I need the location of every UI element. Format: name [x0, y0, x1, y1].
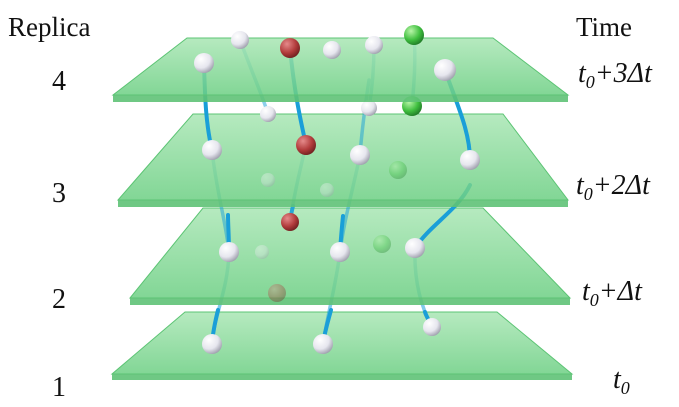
time-label-4-sub: 0 [585, 72, 595, 92]
particles-replica-2 [219, 213, 425, 262]
particles-ghost-3 [261, 161, 407, 197]
replica-number-1: 1 [52, 372, 66, 403]
time-label-3: t0+2Δt [576, 170, 650, 204]
time-label-2-suffix: +Δt [598, 276, 642, 307]
time-label-1-base: t [613, 364, 621, 395]
replica-number-2: 2 [52, 284, 66, 315]
particles-ghost-2 [255, 235, 391, 302]
replica-plane-4 [111, 37, 570, 102]
replica-number-4: 4 [52, 66, 66, 97]
replica-plane-1 [110, 311, 574, 380]
time-label-4: t0+3Δt [578, 58, 652, 92]
time-label-3-sub: 0 [583, 184, 593, 204]
time-label-4-base: t [578, 58, 586, 89]
replica-header: Replica [8, 12, 91, 42]
replica-plane-3 [116, 113, 570, 207]
time-header: Time [576, 12, 633, 42]
replica-number-3: 3 [52, 178, 66, 209]
particles-replica-1 [202, 318, 441, 354]
time-label-2-base: t [582, 276, 590, 307]
time-label-2-sub: 0 [589, 290, 599, 310]
particles-replica-3 [202, 96, 480, 170]
replica-plane-2 [128, 207, 572, 305]
time-label-2: t0+Δt [582, 276, 642, 310]
time-label-3-suffix: +2Δt [592, 170, 650, 201]
time-label-1-sub: 0 [620, 378, 630, 398]
time-label-1: t0 [613, 364, 630, 398]
time-label-3-base: t [576, 170, 584, 201]
time-label-4-suffix: +3Δt [594, 58, 652, 89]
particles-replica-4 [194, 25, 456, 81]
